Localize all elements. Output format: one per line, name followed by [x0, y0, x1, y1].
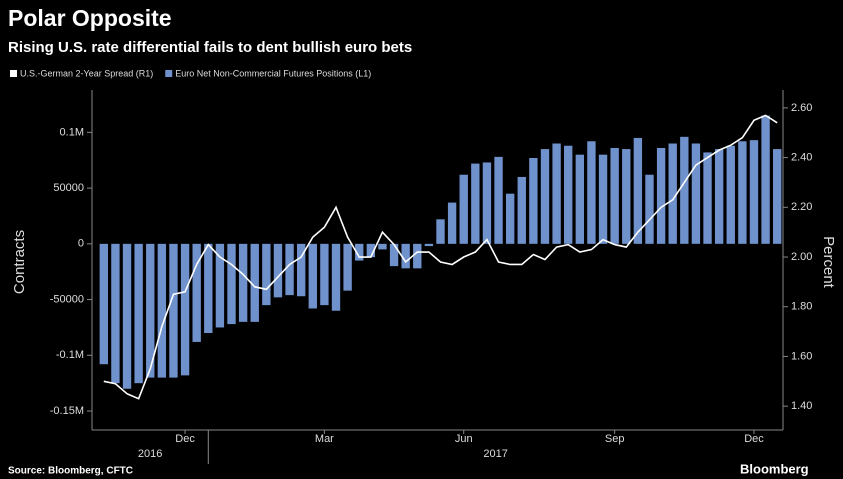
- bar: [343, 243, 352, 291]
- y-axis-label: Contracts: [11, 230, 28, 294]
- y-tick-label: 0.1M: [60, 126, 84, 138]
- bar: [366, 243, 376, 258]
- bar: [227, 243, 236, 325]
- year-label: 2017: [483, 448, 507, 460]
- bar: [471, 163, 480, 244]
- bar: [598, 154, 608, 244]
- bar: [401, 243, 410, 269]
- bar: [134, 243, 143, 384]
- bar: [296, 243, 306, 297]
- legend-label: U.S.-German 2-Year Spread (R1): [20, 68, 153, 78]
- legend-swatch: [10, 70, 17, 77]
- line: [103, 114, 778, 400]
- bar: [494, 156, 503, 244]
- bar: [505, 193, 515, 244]
- bar: [773, 149, 782, 244]
- bar: [111, 243, 120, 384]
- bar: [540, 149, 550, 244]
- bar: [378, 243, 387, 250]
- bar: [320, 243, 329, 306]
- source: Source: Bloomberg, CFTC: [8, 466, 133, 477]
- bar: [238, 243, 248, 322]
- bar: [273, 243, 283, 298]
- bar: [413, 243, 422, 269]
- chart-subtitle: Rising U.S. rate differential fails to d…: [8, 39, 412, 56]
- bar: [680, 136, 689, 244]
- bar: [610, 147, 619, 244]
- x-tick-label: Mar: [315, 433, 334, 445]
- bar: [285, 243, 294, 296]
- bar: [157, 243, 167, 378]
- bar: [215, 243, 225, 328]
- y2-tick-label: 2.20: [791, 201, 812, 213]
- y2-tick-label: 1.80: [791, 301, 812, 313]
- bar: [447, 202, 457, 244]
- bar: [180, 243, 190, 376]
- y2-axis-label: Percent: [820, 236, 837, 289]
- bar: [331, 243, 341, 311]
- y-tick-label: -50000: [50, 293, 84, 305]
- bar: [355, 243, 364, 261]
- bar: [482, 162, 492, 244]
- bar: [204, 243, 213, 334]
- bar: [726, 145, 735, 244]
- y2-tick-label: 1.60: [791, 350, 812, 362]
- bar: [622, 149, 631, 244]
- y-tick-label: 0: [78, 238, 84, 250]
- brand: Bloomberg: [740, 461, 809, 476]
- chart-title: Polar Opposite: [8, 5, 172, 31]
- bar: [645, 174, 654, 244]
- y2-tick-label: 2.00: [791, 251, 812, 263]
- bar: [424, 243, 434, 247]
- y2-tick-label: 1.40: [791, 400, 812, 412]
- bar: [459, 174, 468, 244]
- bar: [691, 143, 701, 244]
- bar: [738, 141, 747, 244]
- x-tick-label: Dec: [175, 433, 195, 445]
- y-tick-label: -0.15M: [50, 405, 84, 417]
- bar: [169, 243, 178, 378]
- bar: [122, 243, 132, 389]
- x-tick-label: Dec: [744, 433, 764, 445]
- bar: [250, 243, 259, 322]
- x-tick-label: Sep: [605, 433, 625, 445]
- bar: [389, 243, 399, 267]
- legend-label: Euro Net Non-Commercial Futures Position…: [175, 68, 371, 78]
- bar: [192, 243, 201, 342]
- bar: [529, 158, 538, 244]
- bar: [99, 243, 108, 365]
- bar: [436, 219, 445, 244]
- y-tick-label: 50000: [53, 182, 84, 194]
- bar: [703, 152, 712, 244]
- legend-swatch: [165, 70, 173, 77]
- y2-tick-label: 2.40: [791, 152, 812, 164]
- bar: [564, 145, 573, 244]
- year-label: 2016: [138, 448, 162, 460]
- y2-tick-label: 2.60: [791, 102, 812, 114]
- x-tick-label: Jun: [455, 433, 473, 445]
- bar: [146, 243, 155, 378]
- bar: [668, 143, 677, 244]
- bar: [552, 143, 561, 244]
- bar: [308, 243, 317, 309]
- y-tick-label: -0.1M: [56, 349, 84, 361]
- bar: [749, 140, 759, 244]
- bar: [761, 115, 770, 244]
- bar: [262, 243, 271, 306]
- bar: [633, 137, 643, 244]
- bar: [656, 147, 666, 244]
- bar: [517, 176, 526, 244]
- bar: [714, 149, 724, 244]
- bar: [575, 154, 585, 244]
- bar: [587, 141, 596, 244]
